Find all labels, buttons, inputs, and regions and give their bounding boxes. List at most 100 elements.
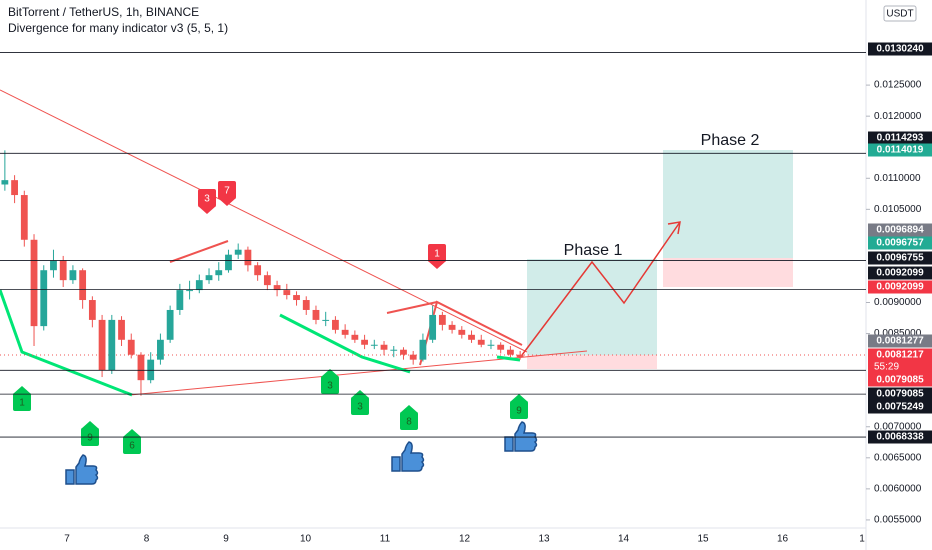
x-tick-label: 12 (459, 534, 471, 545)
price-label-box (868, 143, 932, 157)
signal-pointer (510, 394, 528, 402)
candle-body (293, 295, 300, 301)
price-label: 0.0092099 (876, 268, 924, 279)
candle-body (332, 319, 339, 330)
candle-body (361, 339, 368, 345)
annotation: Phase 2 (701, 132, 760, 149)
divergence-line (386, 301, 438, 314)
signal-pointer (218, 198, 236, 206)
signal-marker (400, 412, 418, 430)
y-tick-label: 0.0055000 (874, 515, 922, 526)
candle-body (283, 290, 291, 296)
price-label-box (868, 251, 932, 265)
price-label: 0.0096757 (876, 238, 924, 249)
y-tick-label: 0.0125000 (874, 80, 922, 91)
candle-body (11, 180, 18, 196)
x-tick-label: 13 (538, 534, 550, 545)
currency-box (883, 5, 917, 22)
y-tick-label: 0.0065000 (874, 452, 922, 463)
signal-label: 3 (204, 194, 210, 205)
y-tick-label: 0.0070000 (874, 421, 922, 432)
candle-body (507, 349, 514, 355)
price-label: 0.0096894 (876, 225, 924, 236)
signal-marker (198, 189, 216, 207)
candle-body (98, 319, 106, 371)
signal-pointer (81, 421, 99, 429)
candle-body (225, 254, 232, 271)
candle-body (341, 329, 349, 335)
target-zone (663, 150, 793, 258)
price-label-box (868, 223, 932, 237)
stop-zone (527, 355, 657, 369)
candle-body (234, 249, 242, 255)
candle-body (205, 275, 213, 281)
candle-body (50, 260, 57, 271)
candle-body (147, 359, 155, 381)
price-label-box (868, 334, 932, 348)
candle-body (273, 285, 281, 291)
signal-marker (428, 244, 446, 262)
indicator-name: Divergence for many indicator v3 (5, 5, … (8, 21, 228, 35)
price-label: 0.0079085 (876, 375, 924, 386)
candle-body (487, 344, 495, 346)
candle-body (88, 300, 96, 320)
candle-body (137, 354, 145, 381)
thumbs-up (391, 441, 425, 472)
candle-body (244, 249, 252, 266)
projection-path (521, 221, 681, 356)
candle-body (419, 339, 427, 360)
price-label-box (868, 236, 932, 250)
price-label: 0.0075249 (876, 402, 924, 413)
y-tick-label: 0.0085000 (874, 328, 922, 339)
y-tick-label: 0.0090000 (874, 297, 922, 308)
candle-body (1, 180, 9, 185)
signal-marker (321, 376, 339, 394)
candle-body (458, 329, 466, 335)
candle-body (69, 270, 77, 281)
candle-body (312, 309, 320, 320)
x-tick-label: 14 (618, 534, 630, 545)
divergence-line (279, 313, 411, 374)
signal-pointer (428, 261, 446, 269)
candle-body (118, 319, 125, 340)
x-tick-label: 8 (144, 534, 150, 545)
candle-body (477, 339, 485, 345)
thumbs-up (504, 421, 538, 452)
signal-pointer (13, 386, 31, 394)
candle-body (516, 354, 524, 358)
candle-body (438, 314, 446, 325)
candle-body (468, 334, 475, 340)
trend-line (0, 89, 528, 353)
x-tick-label: 10 (300, 534, 312, 545)
price-label: 0.0114019 (877, 145, 924, 156)
x-tick-label: 7 (64, 534, 70, 545)
signal-label: 1 (434, 249, 440, 260)
x-tick-label: 9 (223, 534, 229, 545)
candle-body (263, 275, 271, 286)
candle-body (215, 270, 223, 276)
signal-label: 6 (129, 441, 135, 452)
price-label: 0.0096755 (876, 253, 924, 264)
candle-body (390, 349, 398, 351)
thumbs-up (65, 454, 99, 485)
chart-title: BitTorrent / TetherUS, 1h, BINANCE (8, 5, 199, 19)
price-label-box (868, 131, 932, 145)
y-tick-label: 0.0105000 (874, 204, 922, 215)
price-label: 0.0114293 (877, 133, 924, 144)
signal-label: 1 (19, 398, 25, 409)
price-label: 0.0130240 (876, 44, 924, 55)
price-label-box (868, 348, 932, 375)
divergence-line (169, 240, 229, 263)
signal-label: 3 (357, 402, 363, 413)
candle-body (351, 334, 359, 340)
candle-body (79, 270, 87, 301)
annotation: Phase 1 (564, 242, 623, 259)
signal-marker (351, 397, 369, 415)
signal-marker (123, 436, 141, 454)
y-tick-label: 0.0120000 (874, 111, 922, 122)
price-label: 0.0092099 (876, 282, 924, 293)
candle-body (127, 339, 135, 355)
arrow-head (667, 221, 681, 235)
price-label-box (868, 430, 932, 444)
